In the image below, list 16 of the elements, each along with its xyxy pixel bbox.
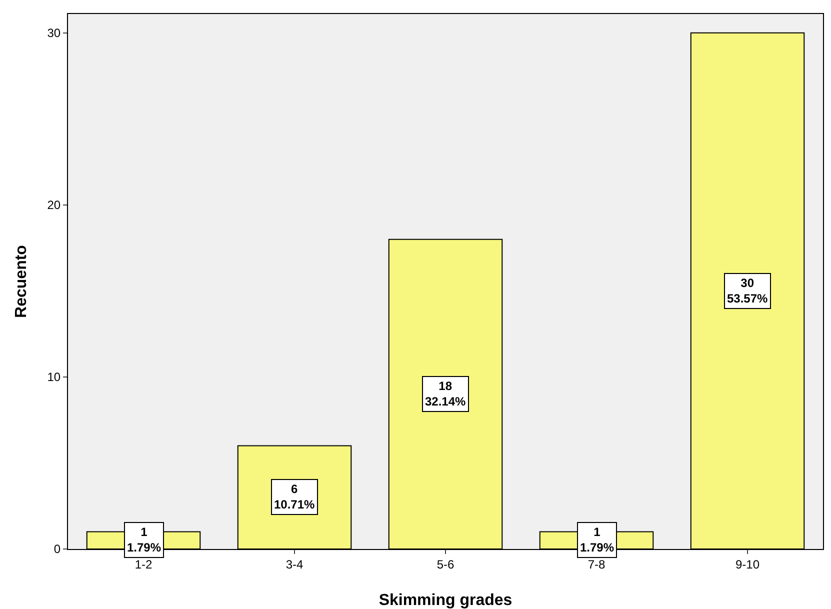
x-tick-label: 7-8 — [588, 557, 606, 572]
x-tick-label: 5-6 — [436, 557, 454, 572]
x-tick-label: 9-10 — [735, 557, 760, 572]
y-tick-label: 10 — [47, 370, 61, 384]
data-label: 30 53.57% — [727, 276, 768, 306]
data-label: 6 10.71% — [274, 482, 316, 512]
data-label: 1 1.79% — [580, 525, 614, 555]
y-axis-title: Recuento — [13, 244, 30, 318]
x-axis-title: Skimming grades — [378, 592, 512, 609]
data-label: 1 1.79% — [127, 525, 162, 555]
y-tick-label: 30 — [47, 26, 61, 40]
y-tick-label: 20 — [47, 198, 61, 212]
y-tick-label: 0 — [54, 542, 61, 556]
data-label: 18 32.14% — [425, 379, 466, 409]
x-tick-label: 1-2 — [134, 557, 152, 572]
x-tick-label: 3-4 — [286, 557, 304, 572]
